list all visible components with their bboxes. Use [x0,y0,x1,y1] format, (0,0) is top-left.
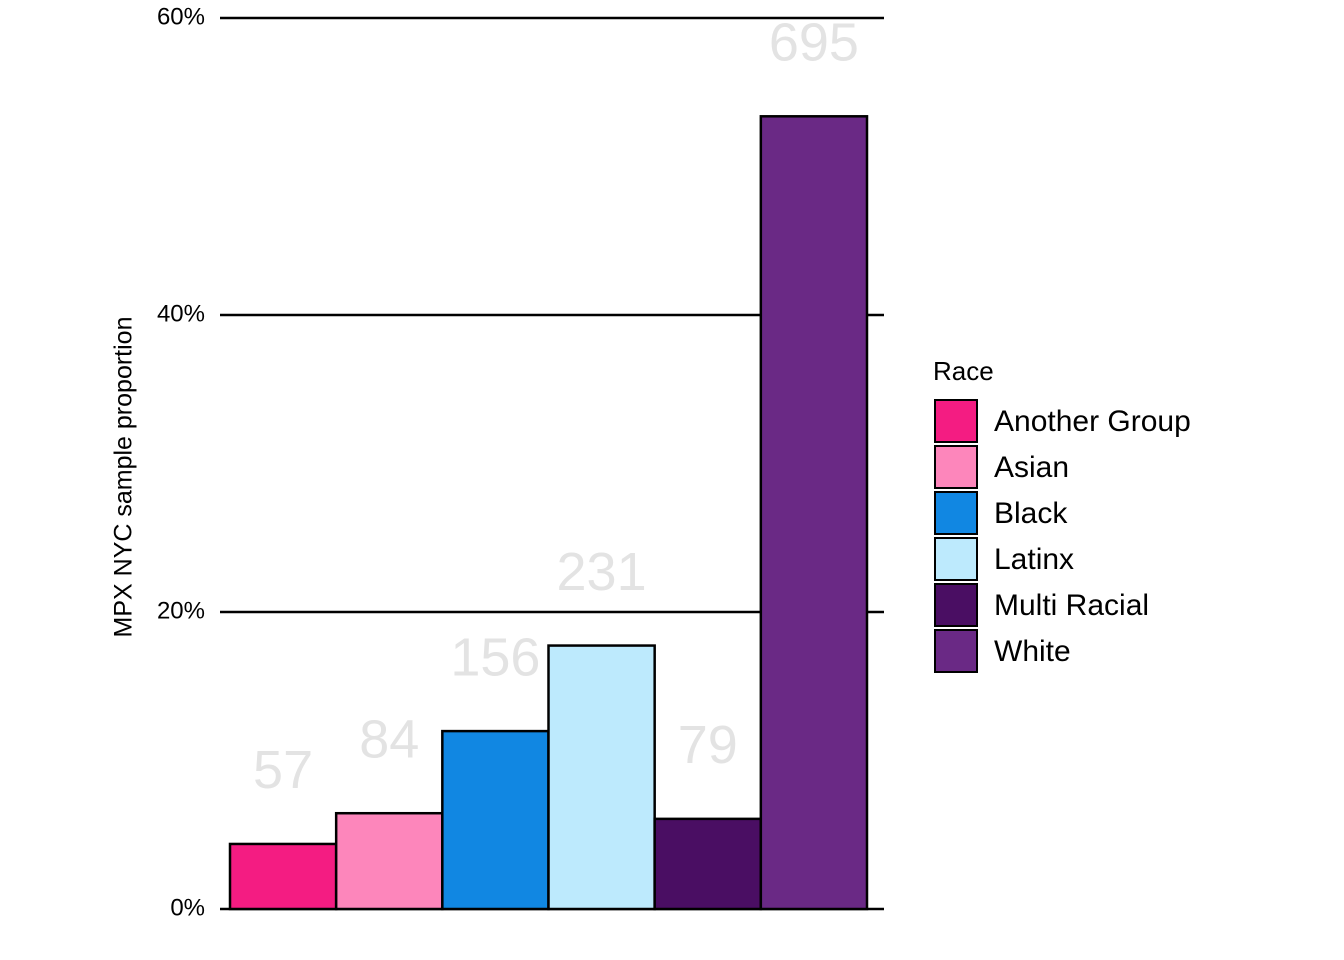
bar [547,644,656,911]
legend-swatch [934,399,978,443]
y-tick-label: 0% [170,894,205,921]
data-label: 57 [253,740,313,800]
bar [653,817,763,911]
legend-label: Another Group [994,405,1191,438]
data-label: 156 [450,627,540,687]
y-tick-label: 60% [157,3,205,30]
legend-swatch [934,491,978,535]
y-tick-label: 20% [157,597,205,624]
legend-label: Multi Racial [994,589,1149,622]
legend-title: Race [933,356,994,386]
legend-label: Asian [994,451,1069,484]
data-label: 231 [557,542,647,602]
bar [334,811,444,911]
legend-label: Latinx [994,543,1074,576]
legend-swatch [934,629,978,673]
bar [759,115,869,911]
legend-label: White [994,635,1071,668]
data-label: 84 [359,709,419,769]
legend-swatch [934,445,978,489]
bar [228,842,338,911]
y-tick-label: 40% [157,300,205,327]
bar [441,729,550,911]
data-label: 79 [678,715,738,775]
legend-label: Black [994,497,1068,530]
data-label: 695 [769,13,859,73]
legend-swatch [934,583,978,627]
legend-swatch [934,537,978,581]
y-axis-label: MPX NYC sample proportion [110,317,138,638]
